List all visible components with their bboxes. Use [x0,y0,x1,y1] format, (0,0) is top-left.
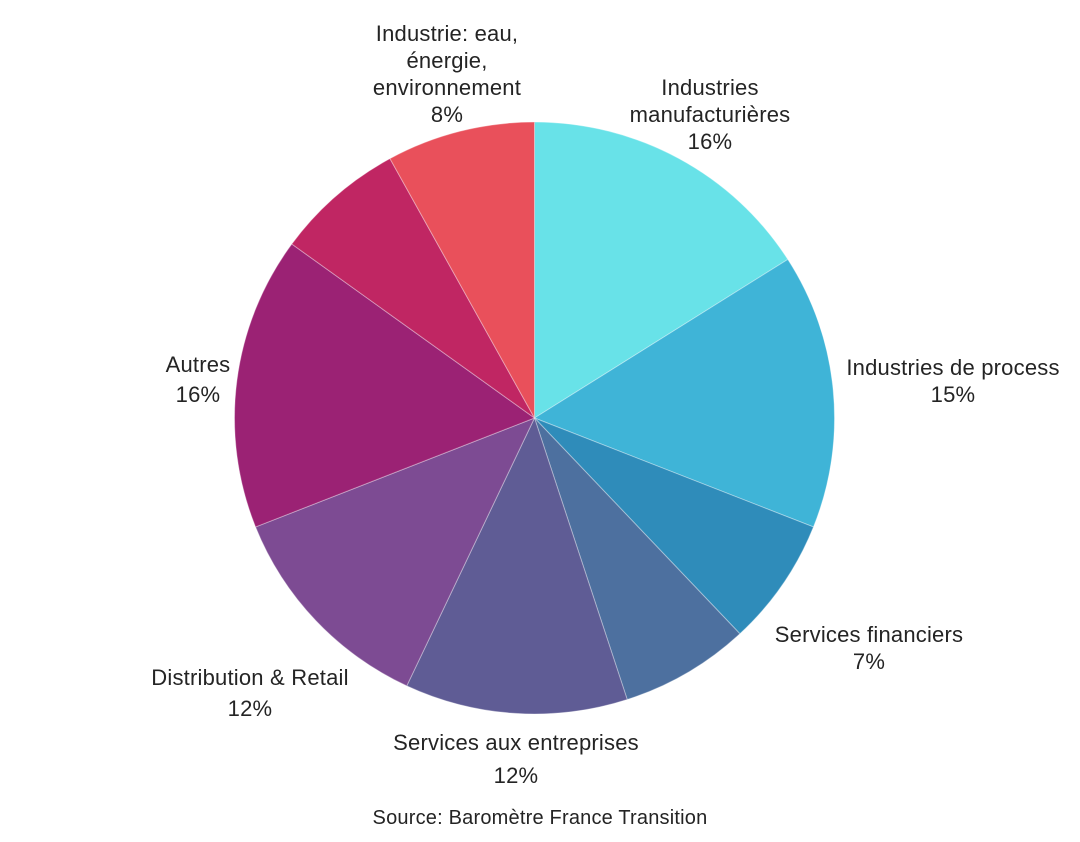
pie-slice-6-autres [234,243,536,528]
slice-label: Distribution & Retail [151,665,349,690]
slice-value: 15% [930,382,976,407]
label-industries-manufacturieres: Industries manufacturières 16% [605,74,815,155]
pie-slice-4-services-aux-entreprises [406,416,628,715]
pie-slice-5-distribution-retail [254,417,536,687]
label-autres: Autres 16% [118,351,278,408]
label-industrie-eau-energie-environnement: Industrie: eau, énergie, environnement 8… [362,20,532,128]
slice-value: 7% [852,649,886,674]
slice-value: 12% [493,763,539,788]
slice-value: 16% [175,382,221,407]
slice-label: Services aux entreprises [393,730,639,755]
pie-slice-8-industrie-eau-energie-environnement [389,121,535,420]
label-services-aux-entreprises: Services aux entreprises 12% [366,729,666,789]
pie-slice-0-industries-manufacturieres [534,121,789,419]
label-distribution-retail: Distribution & Retail 12% [130,664,370,722]
label-services-financiers: Services financiers 7% [759,621,979,675]
pie-slice-1-industries-de-process [533,258,835,528]
slice-label: Services financiers [774,622,964,647]
slice-label: Autres [165,352,231,377]
slice-label: Industries de process [846,355,1060,380]
slice-label: Industrie: eau, énergie, environnement [372,21,522,100]
slice-label: Industries manufacturières [629,75,791,127]
pie-slice-7 [291,157,535,419]
slice-value: 12% [227,696,273,721]
slice-value: 8% [430,102,464,127]
pie-slice-3 [534,417,741,701]
pie-slice-2-services-financiers [534,417,815,635]
slice-value: 16% [687,129,733,154]
source-caption: Source: Baromètre France Transition [372,807,708,829]
label-industries-de-process: Industries de process 15% [833,354,1073,408]
